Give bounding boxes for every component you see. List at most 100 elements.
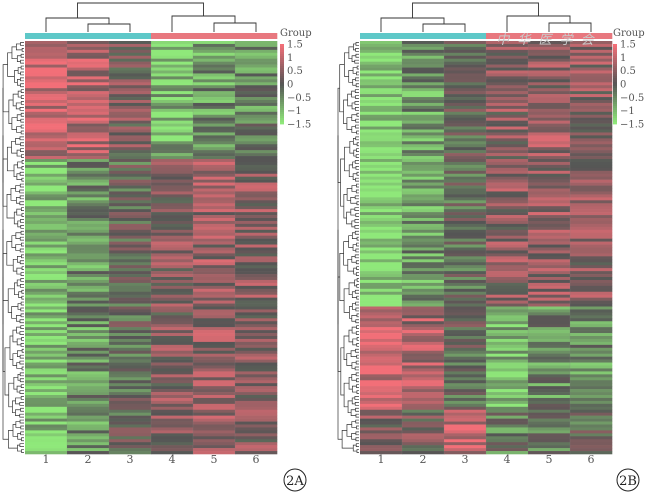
heatmap-cell (360, 268, 403, 272)
heatmap-cell (67, 409, 110, 413)
heatmap-cell (151, 150, 194, 154)
heatmap-cell (25, 279, 68, 284)
heatmap-cell (235, 303, 278, 307)
heatmap-cell (25, 297, 68, 301)
legend-color-step (613, 66, 617, 69)
heatmap-cell (486, 282, 529, 287)
heatmap-cell (109, 114, 152, 118)
heatmap-cell (151, 203, 194, 207)
heatmap-cell (486, 344, 529, 349)
legend-title: Group (280, 28, 312, 39)
heatmap-cell (25, 306, 68, 310)
heatmap-cell (193, 395, 236, 399)
heatmap-cell (193, 105, 236, 110)
dendrogram-branch (343, 288, 350, 313)
heatmap-cell (193, 241, 236, 245)
heatmap-cell (486, 197, 529, 201)
heatmap-cell (67, 259, 110, 263)
heatmap-cell (528, 368, 571, 372)
heatmap-cell (151, 153, 194, 157)
heatmap-cell (109, 439, 152, 443)
heatmap-cell (193, 274, 236, 278)
legend-color-step (280, 94, 284, 97)
legend-color-step (613, 118, 617, 121)
heatmap-cell (444, 374, 487, 378)
heatmap-cell (402, 61, 445, 65)
heatmap-cell (486, 100, 529, 104)
heatmap-cell (486, 448, 529, 452)
heatmap-cell (67, 117, 110, 121)
heatmap-cell (109, 380, 152, 384)
heatmap-cell (360, 244, 403, 248)
heatmap-cell (193, 197, 236, 201)
legend-tick-label: 1.5 (287, 40, 303, 51)
heatmap-cell (151, 282, 194, 287)
heatmap-cell (109, 105, 152, 110)
heatmap-cell (360, 123, 403, 127)
heatmap-cell (25, 448, 68, 452)
heatmap-cell (528, 294, 571, 298)
heatmap-cell (151, 223, 194, 228)
heatmap-cell (193, 85, 236, 89)
heatmap-cell (67, 91, 110, 95)
heatmap-cell (570, 176, 613, 180)
dendrogram-branch (20, 278, 24, 282)
heatmap-cell (235, 55, 278, 59)
heatmap-cell (486, 43, 529, 48)
heatmap-cell (109, 253, 152, 257)
heatmap-cell (25, 85, 68, 89)
heatmap-cell (360, 52, 403, 57)
heatmap-cell (360, 150, 403, 154)
legend-color-step (280, 46, 284, 49)
panel-label-circle (616, 468, 640, 492)
heatmap-cell (402, 141, 445, 145)
heatmap-cell (360, 188, 403, 192)
heatmap-cell (360, 386, 403, 390)
heatmap-cell (444, 170, 487, 175)
heatmap-cell (570, 88, 613, 92)
heatmap-cell (528, 232, 571, 236)
dendrogram-branch (355, 443, 359, 447)
group-bar-segment (402, 33, 445, 39)
heatmap-cell (570, 206, 613, 210)
heatmap-cell (151, 368, 194, 372)
heatmap-cell (570, 159, 613, 163)
legend-color-step (613, 86, 617, 89)
heatmap-cell (109, 185, 152, 189)
heatmap-cell (528, 126, 571, 130)
heatmap-cell (444, 55, 487, 59)
heatmap-cell (444, 350, 487, 354)
dendrogram-branch (16, 279, 21, 287)
legend-color-step (613, 50, 617, 53)
heatmap-cell (25, 365, 68, 369)
heatmap-cell (486, 185, 529, 189)
heatmap-cell (109, 265, 152, 269)
heatmap-cell (360, 306, 403, 310)
heatmap-cell (235, 58, 278, 62)
heatmap-cell (486, 359, 529, 363)
legend-color-step (613, 100, 617, 103)
heatmap-cell (67, 235, 110, 239)
heatmap-cell (402, 52, 445, 57)
heatmap-cell (402, 277, 445, 281)
column-label: 1 (378, 453, 385, 466)
heatmap-cell (528, 64, 571, 68)
dendrogram-branch (13, 164, 18, 178)
heatmap-cell (193, 153, 236, 157)
heatmap-cell (444, 344, 487, 349)
panel-label: 2A (286, 474, 304, 489)
heatmap-cell (151, 436, 194, 440)
heatmap-cell (444, 421, 487, 425)
legend-tick-label: −0.5 (287, 93, 311, 104)
heatmap-cell (193, 91, 236, 95)
heatmap-cell (235, 41, 278, 45)
heatmap-cell (528, 392, 571, 396)
heatmap-cell (570, 397, 613, 402)
column-label: 2 (85, 453, 92, 466)
heatmap-cell (528, 344, 571, 349)
heatmap-cell (109, 64, 152, 68)
heatmap-cell (402, 353, 445, 357)
heatmap-cell (528, 223, 571, 228)
dendrogram-branch (19, 360, 24, 365)
